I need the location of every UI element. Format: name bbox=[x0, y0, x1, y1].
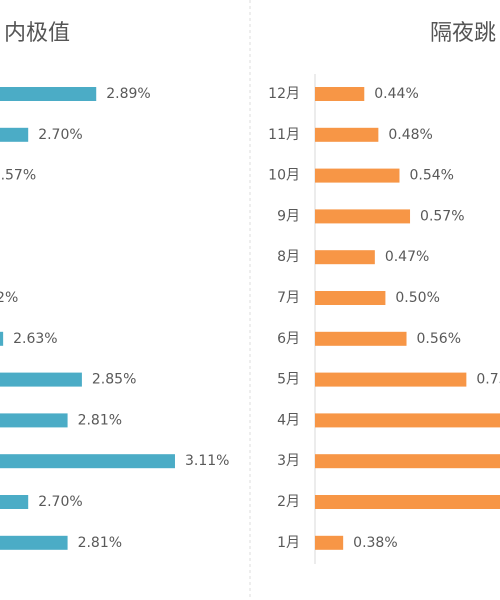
bar bbox=[315, 291, 386, 305]
data-label: 0.38% bbox=[353, 535, 397, 551]
bar bbox=[0, 535, 68, 550]
bar bbox=[315, 535, 344, 550]
data-label: 2.70% bbox=[38, 494, 82, 510]
bar bbox=[0, 372, 82, 387]
data-label: 2.81% bbox=[78, 412, 122, 428]
data-label: 0.73% bbox=[476, 372, 500, 388]
data-label: 0.54% bbox=[409, 168, 453, 184]
bar bbox=[315, 127, 379, 142]
bar bbox=[315, 454, 500, 469]
y-tick-label: 2月 bbox=[277, 494, 300, 510]
y-tick-label: 10月 bbox=[268, 168, 300, 184]
y-tick-label: 7月 bbox=[277, 290, 300, 306]
bar bbox=[315, 209, 411, 224]
data-label: 0.56% bbox=[417, 331, 461, 347]
bar bbox=[315, 372, 467, 387]
bar bbox=[0, 495, 29, 509]
data-label: 2.63% bbox=[13, 331, 57, 347]
chart-title: 内极值 bbox=[4, 21, 70, 46]
bar bbox=[315, 87, 365, 101]
y-tick-label: 6月 bbox=[277, 331, 300, 347]
y-tick-label: 8月 bbox=[277, 249, 300, 265]
data-label: 2.85% bbox=[92, 372, 136, 388]
chart-title: 隔夜跳 bbox=[430, 21, 496, 46]
y-tick-label: 3月 bbox=[277, 453, 300, 469]
bar bbox=[315, 250, 375, 265]
data-label: 2.70% bbox=[38, 127, 82, 143]
data-label: 0.57% bbox=[420, 208, 464, 224]
y-tick-label: 11月 bbox=[268, 127, 300, 143]
data-label: 2.89% bbox=[106, 86, 150, 102]
data-label: 0.44% bbox=[374, 86, 418, 102]
data-label: 3.11% bbox=[185, 453, 229, 469]
y-tick-label: 5月 bbox=[277, 372, 300, 388]
bar bbox=[0, 331, 4, 346]
y-tick-label: 12月 bbox=[268, 86, 300, 102]
bar bbox=[315, 168, 400, 183]
data-label: 2.81% bbox=[78, 535, 122, 551]
bar bbox=[315, 413, 500, 428]
bar bbox=[0, 127, 29, 142]
y-tick-label: 9月 bbox=[277, 208, 300, 224]
data-label: 2.52% bbox=[0, 290, 18, 306]
data-label: 0.48% bbox=[388, 127, 432, 143]
y-tick-label: 4月 bbox=[277, 412, 300, 428]
y-tick-label: 1月 bbox=[277, 535, 300, 551]
bar bbox=[315, 495, 500, 509]
bar bbox=[315, 331, 407, 346]
data-label: 0.47% bbox=[385, 249, 429, 265]
bar bbox=[0, 413, 68, 428]
data-label: 2.57% bbox=[0, 168, 36, 184]
bar bbox=[0, 87, 97, 101]
data-label: 0.50% bbox=[395, 290, 439, 306]
bar bbox=[0, 454, 175, 469]
